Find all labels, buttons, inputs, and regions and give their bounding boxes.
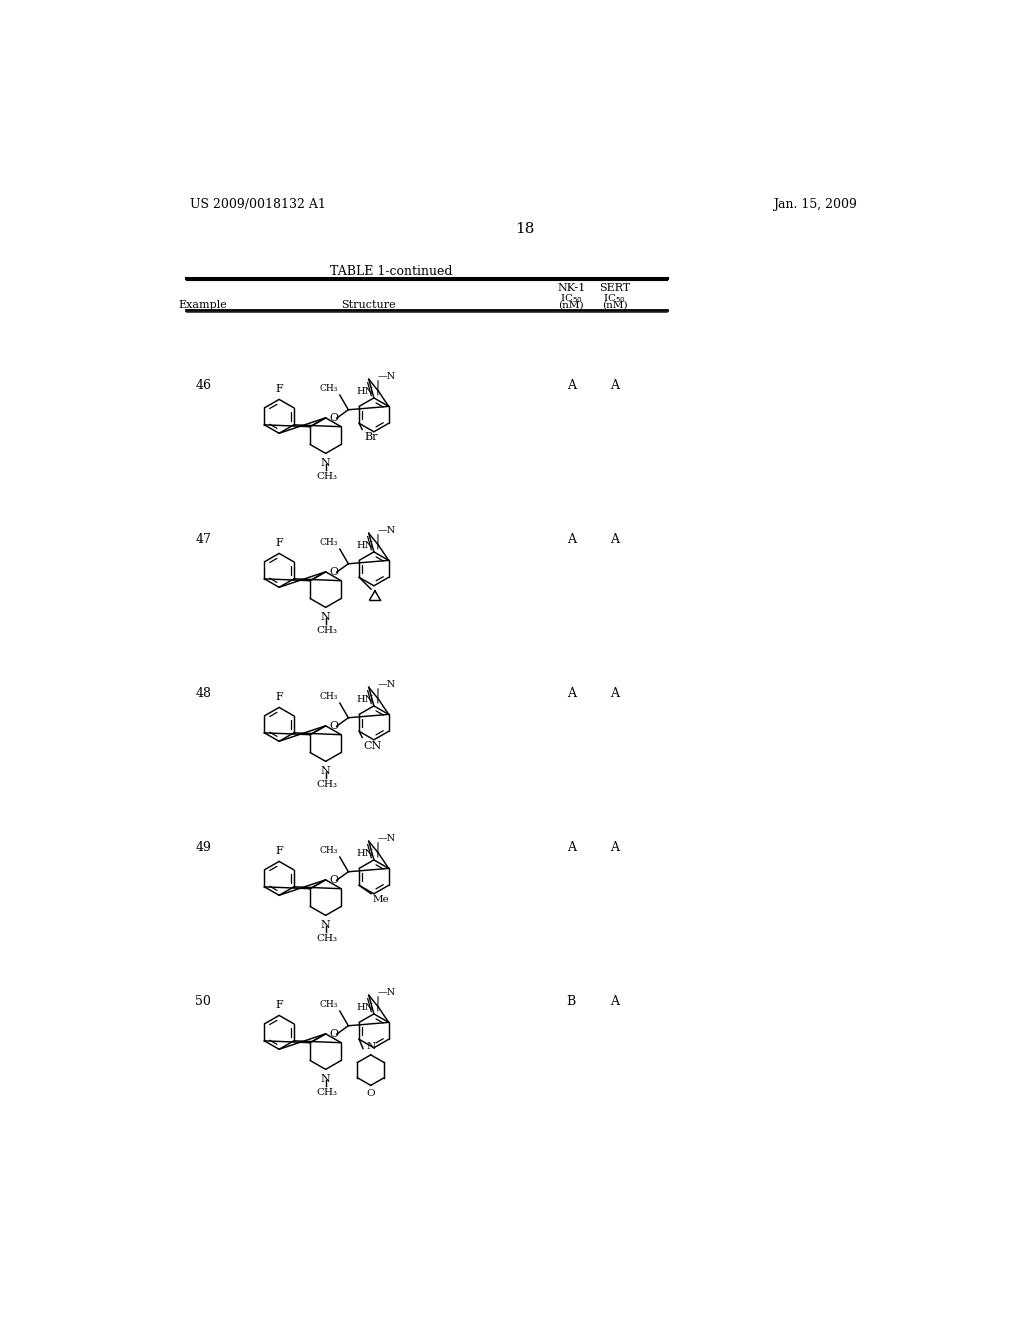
- Text: A: A: [610, 379, 620, 392]
- Text: F: F: [275, 384, 283, 395]
- Text: CH₃: CH₃: [315, 471, 337, 480]
- Text: NK-1: NK-1: [557, 284, 586, 293]
- Text: F: F: [275, 1001, 283, 1010]
- Text: N: N: [367, 1041, 376, 1051]
- Text: CH₃: CH₃: [315, 780, 337, 789]
- Text: —N: —N: [378, 834, 396, 842]
- Text: O: O: [329, 568, 338, 577]
- Text: HN: HN: [356, 541, 374, 550]
- Text: B: B: [566, 995, 575, 1008]
- Text: A: A: [610, 995, 620, 1008]
- Text: CH₃: CH₃: [319, 537, 338, 546]
- Text: N: N: [321, 766, 331, 776]
- Text: O: O: [329, 875, 338, 886]
- Text: F: F: [275, 539, 283, 548]
- Text: 48: 48: [196, 686, 211, 700]
- Text: N: N: [321, 458, 331, 469]
- Text: O: O: [329, 413, 338, 424]
- Text: A: A: [610, 533, 620, 546]
- Text: SERT: SERT: [599, 284, 630, 293]
- Text: CH₃: CH₃: [319, 999, 338, 1008]
- Text: A: A: [610, 686, 620, 700]
- Text: TABLE 1-continued: TABLE 1-continued: [331, 264, 453, 277]
- Text: N: N: [321, 612, 331, 622]
- Text: HN: HN: [356, 849, 374, 858]
- Text: —N: —N: [378, 372, 396, 380]
- Text: O: O: [329, 1030, 338, 1039]
- Text: Jan. 15, 2009: Jan. 15, 2009: [773, 198, 856, 211]
- Text: 50: 50: [196, 995, 211, 1008]
- Text: IC$_{50}$: IC$_{50}$: [560, 293, 583, 305]
- Text: Example: Example: [179, 300, 227, 310]
- Text: HN: HN: [356, 387, 374, 396]
- Text: 46: 46: [196, 379, 211, 392]
- Text: US 2009/0018132 A1: US 2009/0018132 A1: [190, 198, 326, 211]
- Text: CH₃: CH₃: [319, 384, 338, 393]
- Text: HN: HN: [356, 1003, 374, 1012]
- Text: Me: Me: [373, 895, 389, 904]
- Text: 49: 49: [196, 841, 211, 854]
- Text: 18: 18: [515, 222, 535, 235]
- Text: 47: 47: [196, 533, 211, 546]
- Text: F: F: [275, 692, 283, 702]
- Text: F: F: [275, 846, 283, 857]
- Text: CH₃: CH₃: [315, 626, 337, 635]
- Text: A: A: [610, 841, 620, 854]
- Text: (nM): (nM): [602, 300, 628, 309]
- Text: Structure: Structure: [341, 300, 395, 310]
- Text: —N: —N: [378, 680, 396, 689]
- Text: A: A: [567, 533, 575, 546]
- Text: O: O: [367, 1089, 375, 1098]
- Text: CH₃: CH₃: [319, 846, 338, 855]
- Text: N: N: [321, 1074, 331, 1084]
- Text: —N: —N: [378, 525, 396, 535]
- Text: IC$_{50}$: IC$_{50}$: [603, 293, 626, 305]
- Text: (nM): (nM): [558, 300, 584, 309]
- Text: CN: CN: [364, 741, 382, 751]
- Text: CH₃: CH₃: [315, 933, 337, 942]
- Text: —N: —N: [378, 987, 396, 997]
- Text: A: A: [567, 686, 575, 700]
- Text: CH₃: CH₃: [319, 692, 338, 701]
- Text: A: A: [567, 841, 575, 854]
- Text: HN: HN: [356, 696, 374, 705]
- Text: O: O: [329, 721, 338, 731]
- Text: A: A: [567, 379, 575, 392]
- Text: N: N: [321, 920, 331, 931]
- Text: CH₃: CH₃: [315, 1088, 337, 1097]
- Text: Br: Br: [365, 432, 378, 442]
